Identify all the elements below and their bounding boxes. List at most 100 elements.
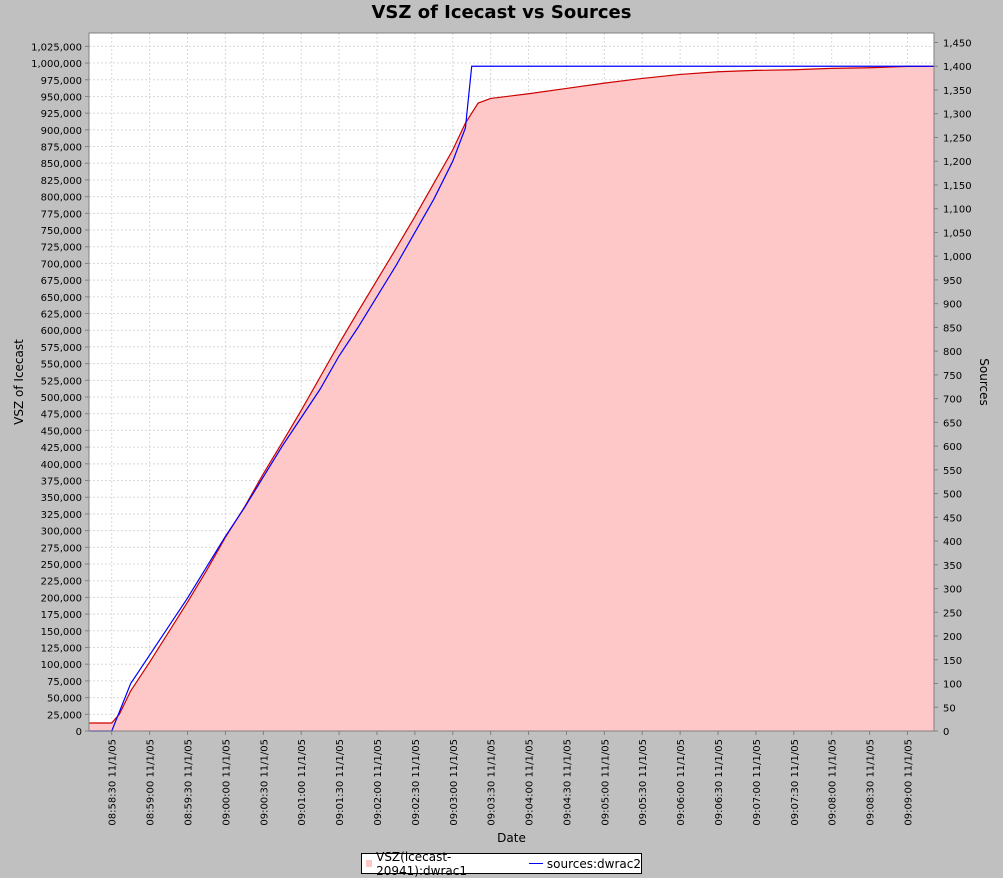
y2-tick-label: 400 [943, 537, 962, 548]
y-tick-label: 250,000 [41, 560, 82, 571]
series-vsz-line [89, 65, 934, 724]
y2-axis-title: Sources [977, 358, 991, 405]
x-tick-label: 09:02:30 11/1/05 [411, 739, 422, 826]
y-tick-label: 575,000 [41, 343, 82, 354]
y-tick-label: 350,000 [41, 493, 82, 504]
y-tick-label: 150,000 [41, 627, 82, 638]
x-tick-label: 09:08:30 11/1/05 [866, 739, 877, 826]
y-tick-label: 0 [76, 727, 82, 738]
y-tick-label: 50,000 [47, 694, 82, 705]
y2-tick-label: 50 [943, 703, 956, 714]
series-vsz-area [89, 66, 934, 731]
x-tick-label: 09:04:00 11/1/05 [525, 739, 536, 826]
legend-swatch-vsz [366, 860, 373, 867]
x-tick-label: 09:06:30 11/1/05 [714, 739, 725, 826]
x-tick-label: 08:59:00 11/1/05 [146, 739, 157, 826]
y2-tick-label: 600 [943, 442, 962, 453]
legend: VSZ(icecast-20941):dwrac1 sources:dwrac2 [361, 850, 642, 878]
y-tick-label: 875,000 [41, 143, 82, 154]
legend-swatch-sources [528, 863, 543, 864]
y2-tick-label: 1,200 [943, 157, 972, 168]
x-tick-label: 09:01:30 11/1/05 [335, 739, 346, 826]
y-tick-label: 425,000 [41, 443, 82, 454]
y-tick-label: 375,000 [41, 477, 82, 488]
y-tick-label: 925,000 [41, 109, 82, 120]
y2-tick-label: 1,000 [943, 252, 972, 263]
y2-tick-label: 100 [943, 680, 962, 691]
y2-tick-label: 900 [943, 300, 962, 311]
legend-label-vsz: VSZ(icecast-20941):dwrac1 [376, 849, 467, 878]
x-tick-label: 09:02:00 11/1/05 [373, 739, 384, 826]
x-tick-label: 09:05:30 11/1/05 [638, 739, 649, 826]
y-tick-label: 225,000 [41, 577, 82, 588]
x-tick-label: 09:04:30 11/1/05 [562, 739, 573, 826]
y2-tick-label: 1,250 [943, 133, 972, 144]
y2-tick-label: 1,150 [943, 181, 972, 192]
y-tick-label: 175,000 [41, 610, 82, 621]
y-tick-label: 500,000 [41, 393, 82, 404]
x-tick-label: 08:58:30 11/1/05 [108, 739, 119, 826]
y2-tick-label: 250 [943, 608, 962, 619]
y-tick-label: 825,000 [41, 176, 82, 187]
y2-tick-label: 1,050 [943, 228, 972, 239]
y-tick-label: 950,000 [41, 92, 82, 103]
y-tick-label: 700,000 [41, 259, 82, 270]
x-tick-label: 09:05:00 11/1/05 [600, 739, 611, 826]
y2-tick-label: 1,400 [943, 62, 972, 73]
y2-tick-label: 800 [943, 347, 962, 358]
y-tick-label: 75,000 [47, 677, 82, 688]
x-tick-label: 09:08:00 11/1/05 [828, 739, 839, 826]
y-tick-label: 400,000 [41, 460, 82, 471]
y2-tick-label: 850 [943, 323, 962, 334]
y-tick-label: 475,000 [41, 410, 82, 421]
y-tick-label: 525,000 [41, 376, 82, 387]
series-sources-line [89, 65, 934, 732]
y-tick-label: 1,025,000 [31, 42, 82, 53]
y-tick-label: 450,000 [41, 426, 82, 437]
chart-title: VSZ of Icecast vs Sources [371, 2, 632, 23]
y2-tick-label: 550 [943, 466, 962, 477]
y2-tick-label: 700 [943, 395, 962, 406]
y-tick-label: 25,000 [47, 710, 82, 721]
y-tick-label: 750,000 [41, 226, 82, 237]
y2-tick-label: 200 [943, 632, 962, 643]
x-tick-label: 09:00:00 11/1/05 [221, 739, 232, 826]
y-tick-label: 125,000 [41, 644, 82, 655]
y2-tick-label: 1,350 [943, 86, 972, 97]
y-tick-label: 550,000 [41, 360, 82, 371]
y-tick-label: 275,000 [41, 543, 82, 554]
y-tick-label: 1,000,000 [31, 59, 82, 70]
y2-tick-label: 750 [943, 371, 962, 382]
x-tick-label: 09:07:30 11/1/05 [790, 739, 801, 826]
y-tick-label: 675,000 [41, 276, 82, 287]
x-tick-label: 09:09:00 11/1/05 [903, 739, 914, 826]
y2-tick-label: 350 [943, 561, 962, 572]
legend-label-sources: sources:dwrac2 [546, 856, 642, 871]
x-axis-title: Date [497, 831, 526, 845]
y2-tick-label: 150 [943, 656, 962, 667]
y-tick-label: 650,000 [41, 293, 82, 304]
y2-tick-label: 1,450 [943, 38, 972, 49]
y2-tick-label: 0 [943, 727, 949, 738]
y2-tick-label: 450 [943, 513, 962, 524]
y-tick-label: 625,000 [41, 310, 82, 321]
y2-tick-label: 650 [943, 418, 962, 429]
y2-tick-label: 1,300 [943, 110, 972, 121]
x-tick-label: 09:07:00 11/1/05 [752, 739, 763, 826]
y-tick-label: 725,000 [41, 243, 82, 254]
x-tick-label: 09:03:00 11/1/05 [449, 739, 460, 826]
x-tick-label: 09:01:00 11/1/05 [297, 739, 308, 826]
y-tick-label: 200,000 [41, 593, 82, 604]
x-tick-label: 09:03:30 11/1/05 [487, 739, 498, 826]
y-tick-label: 900,000 [41, 126, 82, 137]
y-axis-title: VSZ of Icecast [12, 339, 26, 425]
x-tick-label: 09:00:30 11/1/05 [259, 739, 270, 826]
y-tick-label: 975,000 [41, 76, 82, 87]
y-tick-label: 850,000 [41, 159, 82, 170]
y-tick-label: 325,000 [41, 510, 82, 521]
y2-tick-label: 500 [943, 490, 962, 501]
plot-border [88, 32, 935, 732]
y-tick-label: 800,000 [41, 193, 82, 204]
y-tick-label: 775,000 [41, 209, 82, 220]
